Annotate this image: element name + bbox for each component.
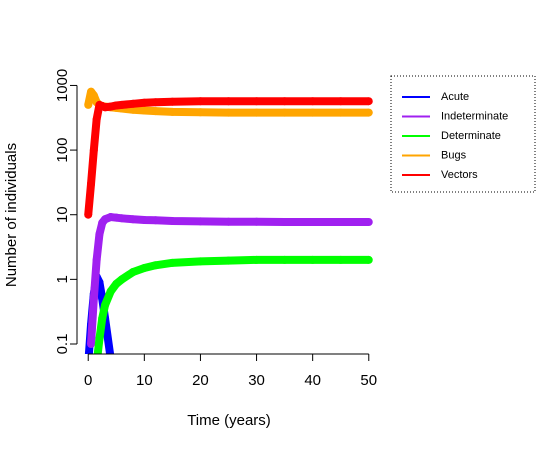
legend-box bbox=[390, 75, 536, 193]
data-point bbox=[117, 100, 126, 109]
data-point bbox=[280, 97, 289, 106]
data-point bbox=[87, 339, 96, 348]
data-point bbox=[336, 255, 345, 264]
legend-label: Acute bbox=[441, 91, 469, 103]
data-point bbox=[364, 108, 373, 117]
data-point bbox=[92, 255, 101, 264]
legend-label: Bugs bbox=[441, 149, 467, 161]
y-tick-label: 10 bbox=[54, 206, 71, 223]
data-point bbox=[151, 216, 160, 225]
data-point bbox=[364, 97, 373, 106]
data-point bbox=[364, 255, 373, 264]
data-point bbox=[151, 107, 160, 116]
data-point bbox=[84, 100, 93, 109]
data-point bbox=[89, 146, 98, 155]
data-point bbox=[252, 108, 261, 117]
data-point bbox=[117, 275, 126, 284]
x-axis-label: Time (years) bbox=[187, 412, 271, 429]
data-point bbox=[336, 97, 345, 106]
data-point bbox=[308, 108, 317, 117]
x-tick-label: 40 bbox=[304, 372, 321, 389]
series-line bbox=[84, 97, 369, 216]
data-point bbox=[224, 256, 233, 265]
data-point bbox=[196, 108, 205, 117]
data-point bbox=[308, 97, 317, 106]
data-point bbox=[90, 405, 98, 413]
data-point bbox=[224, 108, 233, 117]
data-point bbox=[140, 106, 149, 115]
x-tick-label: 0 bbox=[84, 372, 92, 389]
data-point bbox=[168, 97, 177, 106]
data-point bbox=[196, 217, 205, 226]
legend-label: Determinate bbox=[441, 130, 501, 142]
data-point bbox=[98, 314, 107, 323]
data-point bbox=[280, 255, 289, 264]
data-point bbox=[93, 359, 101, 367]
data-point bbox=[336, 108, 345, 117]
data-point bbox=[140, 98, 149, 107]
data-point bbox=[224, 217, 233, 226]
data-point bbox=[280, 218, 289, 227]
legend-label: Vectors bbox=[441, 169, 478, 181]
data-point bbox=[107, 354, 115, 362]
data-point bbox=[106, 287, 115, 296]
y-tick-label: 1000 bbox=[54, 69, 71, 102]
data-point bbox=[129, 99, 138, 108]
data-point bbox=[95, 334, 104, 343]
data-point bbox=[92, 115, 101, 124]
x-tick-label: 10 bbox=[136, 372, 153, 389]
data-point bbox=[101, 301, 110, 310]
plot-area bbox=[84, 87, 373, 413]
data-point bbox=[87, 179, 96, 188]
y-axis-label: Number of individuals bbox=[3, 143, 20, 287]
data-point bbox=[151, 261, 160, 270]
data-point bbox=[168, 107, 177, 116]
data-point bbox=[151, 98, 160, 107]
data-point bbox=[336, 218, 345, 227]
data-point bbox=[112, 279, 121, 288]
y-tick-label: 0.1 bbox=[54, 334, 71, 355]
data-point bbox=[95, 230, 104, 239]
data-point bbox=[280, 108, 289, 117]
data-point bbox=[224, 97, 233, 106]
data-point bbox=[129, 215, 138, 224]
x-tick-label: 20 bbox=[192, 372, 209, 389]
data-point bbox=[140, 263, 149, 272]
x-tick-label: 50 bbox=[360, 372, 377, 389]
data-point bbox=[89, 294, 98, 303]
data-point bbox=[84, 210, 93, 219]
data-point bbox=[168, 258, 177, 267]
data-point bbox=[252, 217, 261, 226]
data-point bbox=[364, 218, 373, 227]
series-line bbox=[87, 213, 369, 345]
data-point bbox=[168, 216, 177, 225]
data-point bbox=[308, 255, 317, 264]
data-point bbox=[252, 97, 261, 106]
data-point bbox=[129, 267, 138, 276]
y-tick-label: 1 bbox=[54, 275, 71, 283]
data-point bbox=[308, 218, 317, 227]
legend-label: Indeterminate bbox=[441, 110, 508, 122]
data-point bbox=[117, 214, 126, 223]
data-point bbox=[196, 97, 205, 106]
data-point bbox=[89, 91, 98, 100]
data-point bbox=[196, 257, 205, 266]
data-point bbox=[140, 215, 149, 224]
data-point bbox=[112, 405, 120, 413]
data-point bbox=[252, 255, 261, 264]
y-tick-label: 100 bbox=[54, 138, 71, 163]
x-tick-label: 30 bbox=[248, 372, 265, 389]
